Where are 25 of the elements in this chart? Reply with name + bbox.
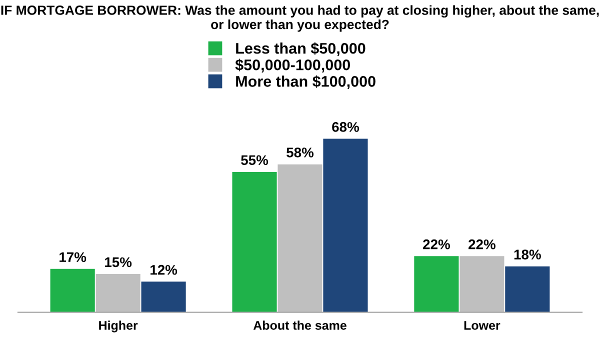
data-label: 15% xyxy=(105,257,132,268)
bar xyxy=(96,274,140,312)
legend-label: Less than $50,000 xyxy=(236,42,366,56)
bar xyxy=(232,172,277,312)
bar xyxy=(278,164,322,312)
data-label: 58% xyxy=(286,148,314,158)
bar xyxy=(50,268,95,312)
data-label: 22% xyxy=(468,239,496,250)
bar xyxy=(141,282,186,312)
data-label: 68% xyxy=(332,122,360,132)
data-label: 17% xyxy=(60,252,86,262)
bar xyxy=(414,256,459,312)
data-label: 18% xyxy=(514,250,541,260)
legend-label: $50,000-100,000 xyxy=(235,58,350,73)
data-label: 22% xyxy=(423,239,450,250)
legend-label: More than $100,000 xyxy=(236,75,376,90)
x-tick-label: Higher xyxy=(99,320,138,332)
bar xyxy=(323,138,368,312)
data-label: 55% xyxy=(241,155,268,166)
bar xyxy=(460,256,504,312)
x-tick-label: Lower xyxy=(464,321,500,330)
chart-title: IF MORTGAGE BORROWER: Was the amount you had to pay at closing higher, about the same, or lower than you expected? xyxy=(1,5,599,32)
data-label: 12% xyxy=(150,264,178,275)
x-tick-label: About the same xyxy=(253,320,346,330)
bar xyxy=(505,266,550,312)
